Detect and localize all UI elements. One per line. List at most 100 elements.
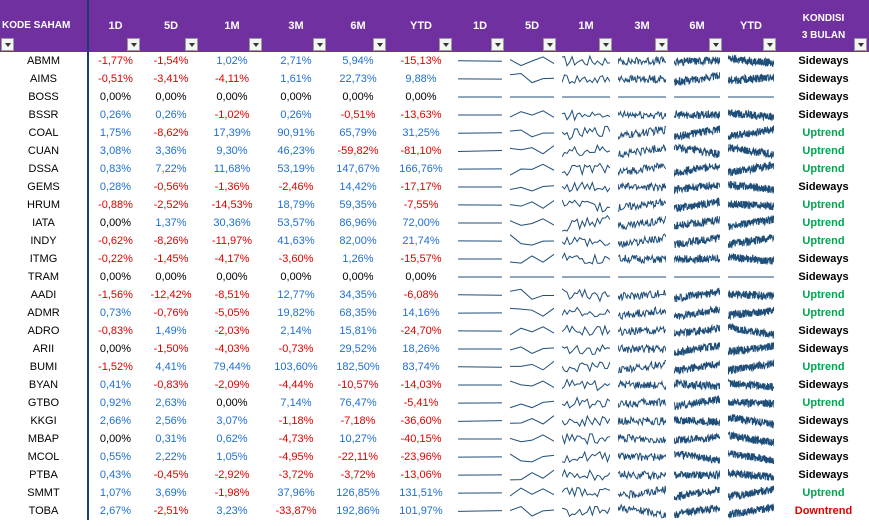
filter-dropdown-icon[interactable] — [373, 38, 386, 51]
filter-dropdown-icon[interactable] — [1, 38, 14, 51]
filter-dropdown-icon[interactable] — [543, 38, 556, 51]
filter-dropdown-icon[interactable] — [709, 38, 722, 51]
spark-1m-sparkline — [558, 106, 614, 124]
perf-5d-value: 2,56% — [155, 415, 187, 427]
perf-6m-value: 182,50% — [336, 361, 380, 373]
sparkline-chart — [562, 358, 610, 376]
sparkline-path — [674, 234, 720, 248]
sparkline-chart — [618, 322, 666, 340]
filter-dropdown-icon[interactable] — [185, 38, 198, 51]
table-row: MBAP 0,00% 0,31% 0,62% -4,73% 10,27% -40,15% Si… — [0, 430, 869, 448]
sparkline-chart — [510, 448, 554, 466]
perf-3m-value: 7,14% — [280, 397, 312, 409]
kondisi-status: Sideways — [798, 55, 849, 67]
stock-code: IATA — [0, 214, 89, 232]
spark-1m-sparkline — [558, 124, 614, 142]
perf-3m-value: 46,23% — [277, 145, 315, 157]
sparkline-chart — [728, 88, 774, 106]
table-row: MCOL 0,55% 2,22% 1,05% -4,95% -22,11% -23,96% S… — [0, 448, 869, 466]
perf-5d-value: 4,41% — [155, 361, 187, 373]
perf-5d-value: -0,56% — [153, 181, 189, 193]
filter-dropdown-icon[interactable] — [313, 38, 326, 51]
sparkline-chart — [728, 448, 774, 466]
filter-dropdown-icon[interactable] — [249, 38, 262, 51]
sparkline-chart — [618, 52, 666, 70]
perf-1m-value: 0,00% — [216, 91, 248, 103]
sparkline-path — [618, 381, 666, 389]
stock-code: GEMS — [0, 178, 89, 196]
perf-3m-value: 103,60% — [274, 361, 318, 373]
spark-1d-sparkline — [454, 214, 506, 232]
sparkline-path — [510, 74, 554, 83]
sparkline-chart — [562, 322, 610, 340]
perf-6m-value: 29,52% — [339, 343, 377, 355]
spark-6m-sparkline — [670, 340, 724, 358]
stock-code: TRAM — [0, 268, 89, 286]
stock-code: MBAP — [0, 430, 89, 448]
spark-1d-sparkline — [454, 376, 506, 394]
filter-dropdown-icon[interactable] — [439, 38, 452, 51]
sparkline-chart — [562, 448, 610, 466]
filter-dropdown-icon[interactable] — [599, 38, 612, 51]
sparkline-chart — [510, 394, 554, 412]
table-row: INDY -0,62% -8,26% -11,97% 41,63% 82,00% 21,74… — [0, 232, 869, 250]
sparkline-path — [562, 325, 610, 335]
spark-6m-sparkline — [670, 448, 724, 466]
sparkline-chart — [674, 304, 720, 322]
perf-ytd-value: -7,55% — [403, 199, 439, 211]
perf-6m-value: 192,86% — [336, 505, 380, 517]
sparkline-chart — [562, 52, 610, 70]
perf-1d-value: -1,77% — [98, 55, 133, 67]
spark-1m-sparkline — [558, 412, 614, 430]
perf-1m-value: 9,30% — [216, 145, 248, 157]
sparkline-path — [562, 362, 610, 372]
filter-dropdown-icon[interactable] — [491, 38, 504, 51]
spark-ytd-sparkline — [724, 268, 778, 286]
sparkline-chart — [562, 412, 610, 430]
sparkline-path — [458, 151, 502, 152]
stock-code: ADRO — [0, 322, 89, 340]
sparkline-chart — [618, 88, 666, 106]
sparkline-path — [562, 289, 610, 301]
sparkline-chart — [510, 304, 554, 322]
kondisi-status: Sideways — [798, 91, 849, 103]
sparkline-chart — [510, 322, 554, 340]
perf-3m-value: 19,82% — [277, 307, 315, 319]
sparkline-chart — [510, 70, 554, 88]
perf-3m-value: 18,79% — [277, 199, 315, 211]
spark-6m-sparkline — [670, 484, 724, 502]
sparkline-chart — [618, 178, 666, 196]
sparkline-path — [618, 417, 666, 425]
stock-code: COAL — [0, 124, 89, 142]
spark-1d-sparkline — [454, 52, 506, 70]
perf-ytd-value: -24,70% — [400, 325, 442, 337]
sparkline-chart — [510, 124, 554, 142]
perf-5d-value: 0,00% — [155, 91, 187, 103]
spark-1d-sparkline — [454, 502, 506, 520]
spark-1m-sparkline — [558, 484, 614, 502]
spark-5d-sparkline — [506, 88, 558, 106]
filter-dropdown-icon[interactable] — [127, 38, 140, 51]
sparkline-chart — [510, 340, 554, 358]
sparkline-path — [510, 235, 554, 245]
sparkline-path — [618, 111, 666, 119]
spark-1m-sparkline — [558, 250, 614, 268]
spark-6m-sparkline — [670, 196, 724, 214]
perf-ytd-value: -14,03% — [400, 379, 442, 391]
perf-1m-value: -2,92% — [214, 469, 250, 481]
spark-3m-sparkline — [614, 214, 670, 232]
filter-dropdown-icon[interactable] — [763, 38, 776, 51]
spark-5d-sparkline — [506, 196, 558, 214]
sparkline-chart — [458, 484, 502, 502]
spark-1d-sparkline — [454, 142, 506, 160]
filter-dropdown-icon[interactable] — [854, 38, 867, 51]
sparkline-chart — [618, 466, 666, 484]
perf-3m-value: 37,96% — [277, 487, 315, 499]
perf-1d-value: 0,43% — [99, 469, 132, 481]
perf-6m-value: 22,73% — [339, 73, 377, 85]
perf-3m-value: 2,14% — [280, 325, 312, 337]
sparkline-path — [728, 504, 774, 519]
perf-3m-value: -4,73% — [278, 433, 314, 445]
filter-dropdown-icon[interactable] — [655, 38, 668, 51]
sparkline-chart — [510, 484, 554, 502]
